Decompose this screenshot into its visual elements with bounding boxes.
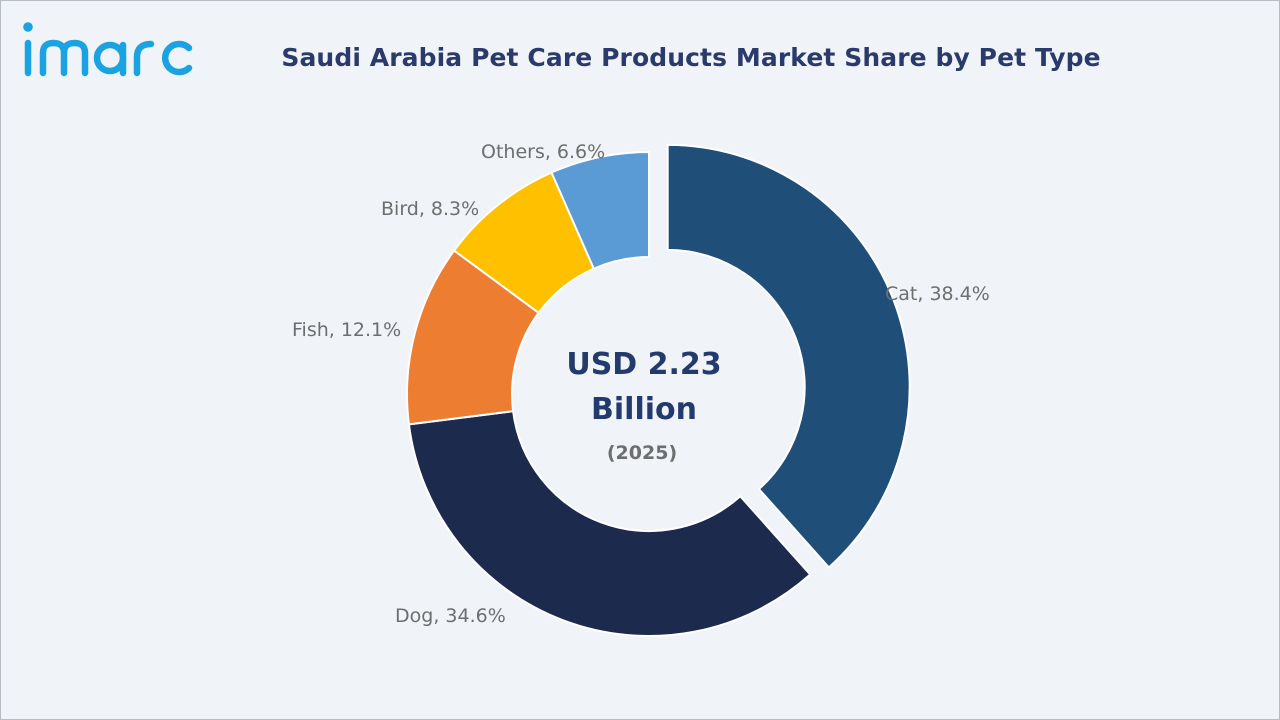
- center-year: (2025): [607, 442, 677, 464]
- label-bird: Bird, 8.3%: [381, 198, 479, 220]
- chart-title: Saudi Arabia Pet Care Products Market Sh…: [281, 43, 1101, 72]
- label-others: Others, 6.6%: [481, 141, 605, 163]
- imarc-logo: imarc: [23, 22, 193, 77]
- label-dog: Dog, 34.6%: [395, 605, 506, 627]
- center-value-line2: Billion: [591, 392, 697, 427]
- slice-labels: Cat, 38.4% Dog, 34.6% Fish, 12.1% Bird, 8.3…: [292, 141, 990, 627]
- slice-dog: [407, 410, 812, 637]
- label-fish: Fish, 12.1%: [292, 319, 401, 341]
- slice-others: [550, 151, 650, 270]
- slice-cat: [666, 143, 911, 569]
- center-value-line1: USD 2.23: [566, 347, 721, 382]
- label-cat: Cat, 38.4%: [885, 283, 990, 305]
- donut-slices: [406, 143, 911, 637]
